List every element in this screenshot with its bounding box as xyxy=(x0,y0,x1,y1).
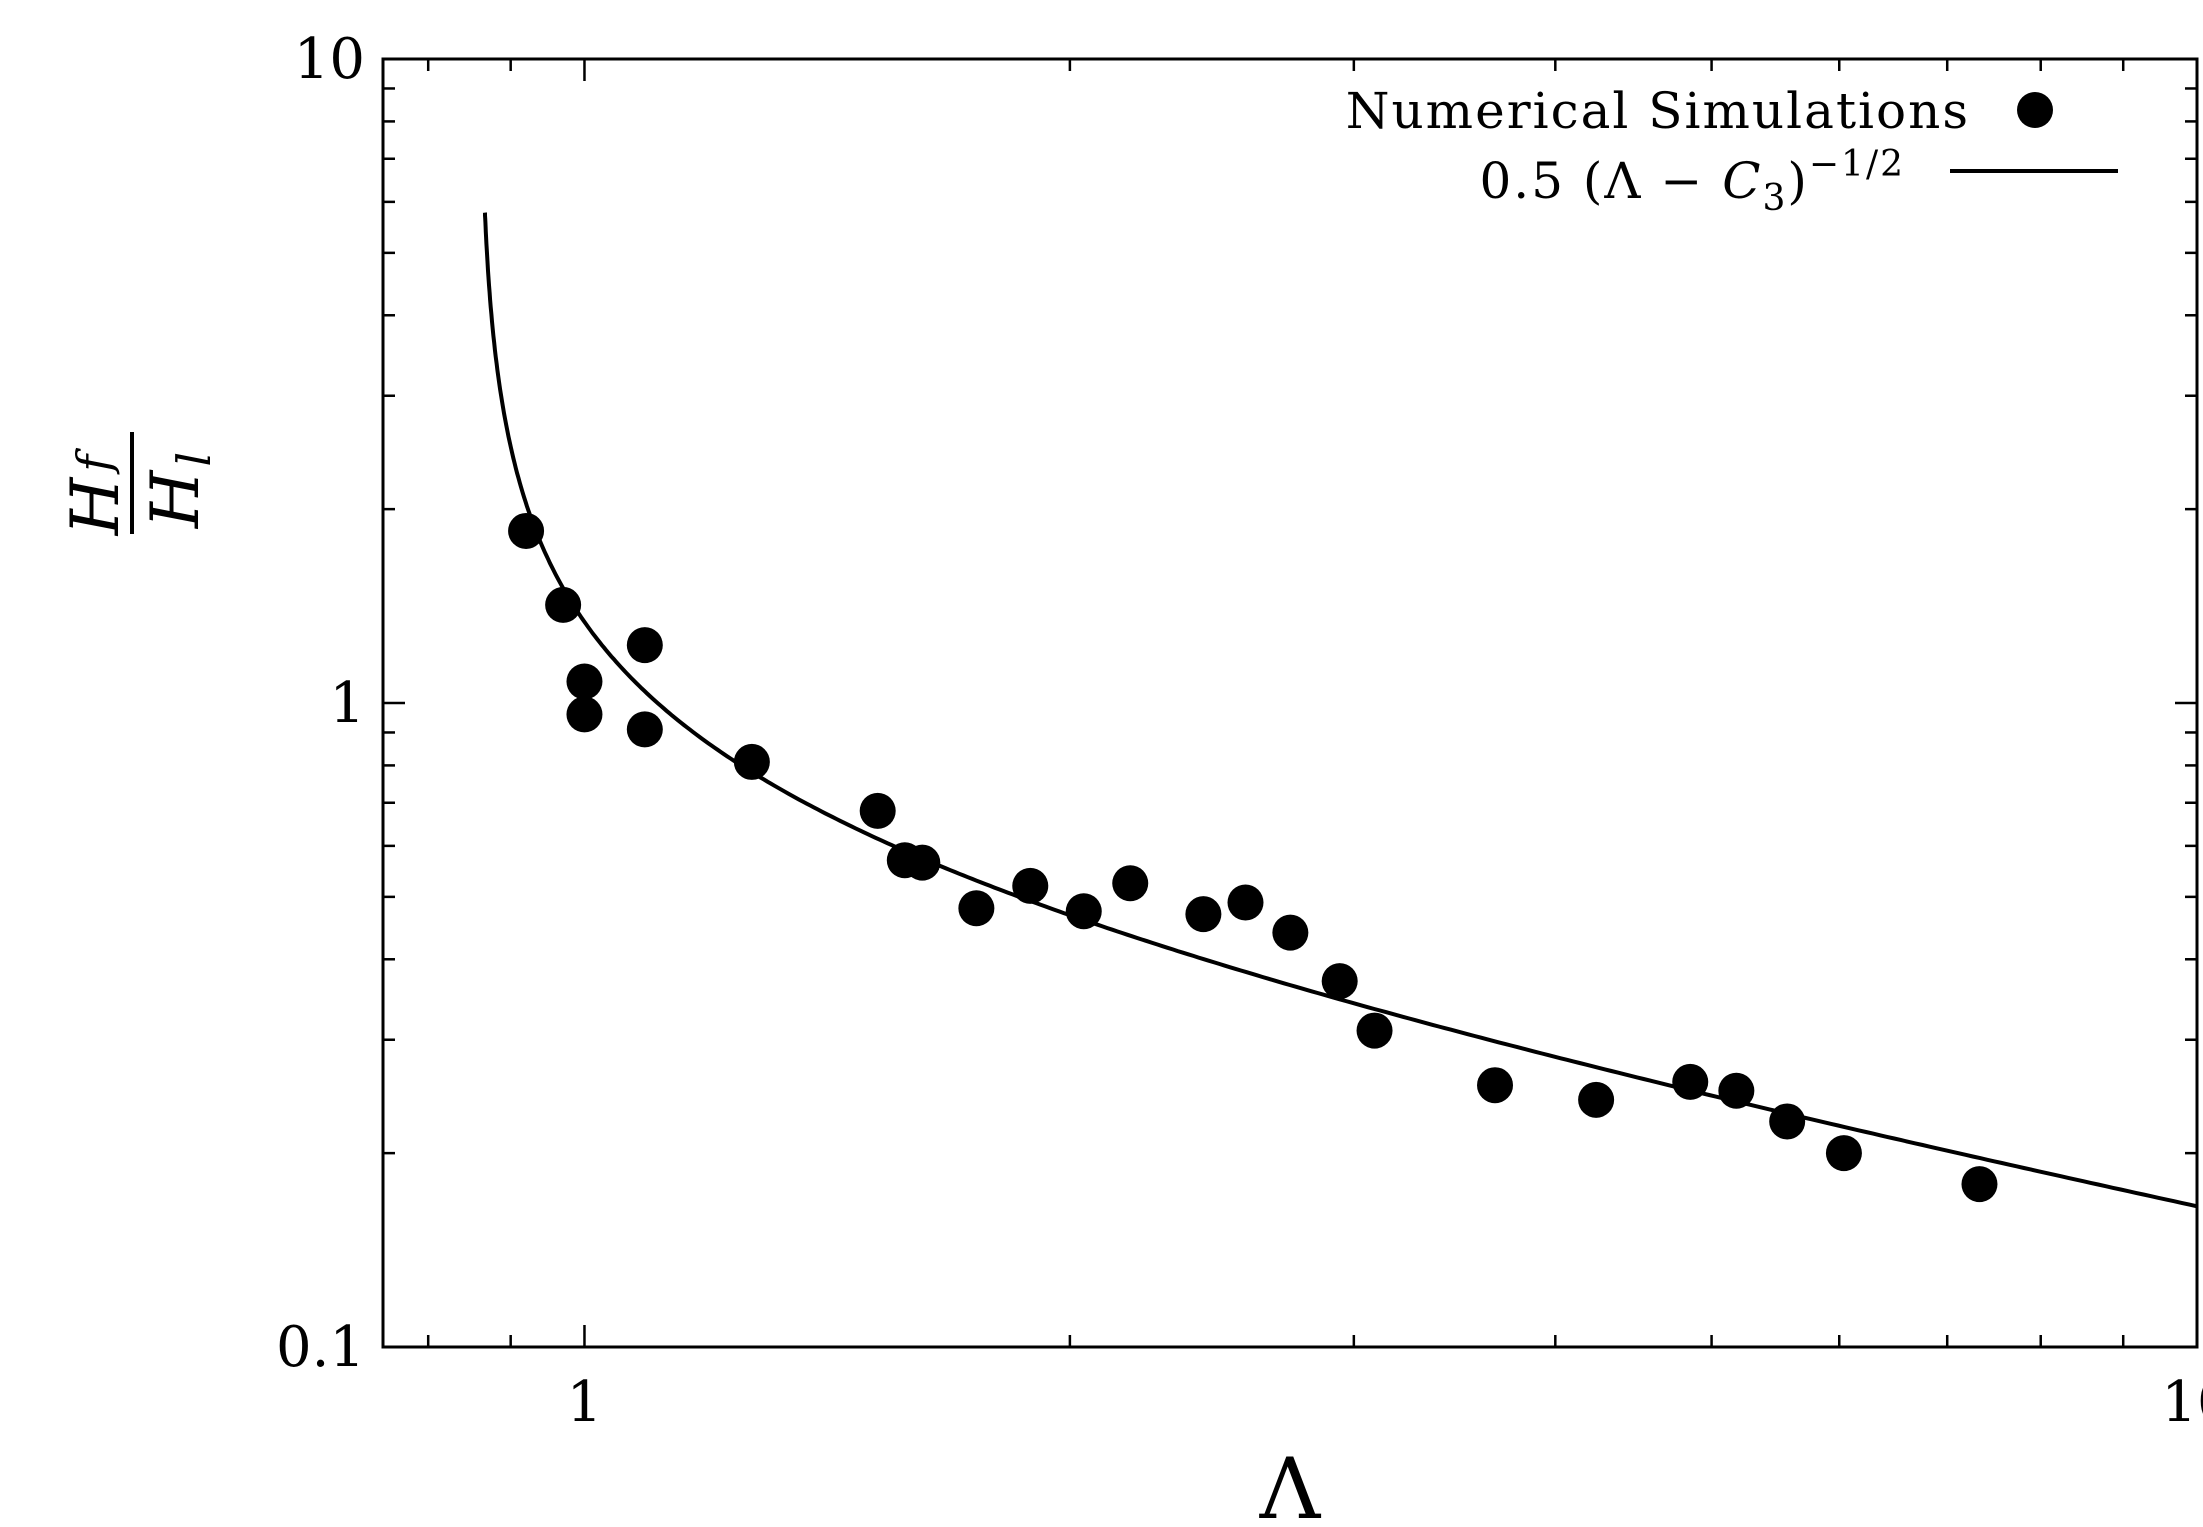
data-point xyxy=(626,627,663,664)
y-label-denominator: Hl xyxy=(137,452,221,529)
data-point xyxy=(508,512,545,549)
data-point xyxy=(1185,896,1222,933)
data-point xyxy=(1718,1072,1755,1109)
y-tick-label: 1 xyxy=(329,671,365,736)
x-tick-label: 10 xyxy=(2161,1370,2203,1435)
data-point xyxy=(1112,865,1149,902)
legend-fit-sup: −1/2 xyxy=(1809,144,1905,185)
data-point xyxy=(1578,1081,1615,1118)
data-point xyxy=(859,792,896,829)
x-axis-label: Λ xyxy=(1259,1440,1322,1527)
data-point xyxy=(1227,884,1264,921)
data-point xyxy=(1961,1166,1998,1203)
ticks: 0.1 1 10 1 10 xyxy=(276,27,2203,1435)
y-tick-label: 0.1 xyxy=(276,1315,365,1380)
data-point xyxy=(1477,1067,1514,1104)
legend-fit-sub: 3 xyxy=(1762,178,1787,219)
data-point xyxy=(626,711,663,748)
fit-curve xyxy=(482,212,2198,1209)
legend-marker-simulations xyxy=(2017,92,2053,128)
data-point xyxy=(1272,914,1309,951)
points-layer xyxy=(508,512,1998,1203)
data-point xyxy=(733,743,770,780)
data-point xyxy=(1356,1012,1393,1049)
data-point xyxy=(1321,963,1358,1000)
data-point xyxy=(1825,1135,1862,1172)
fit-curve-layer xyxy=(482,212,2198,1209)
x-tick-label: 1 xyxy=(567,1370,603,1435)
y-axis-label: Hf Hl xyxy=(57,432,221,536)
y-label-numerator: Hf xyxy=(57,448,134,537)
legend-fit-prefix: 0.5 (Λ − xyxy=(1479,152,1722,210)
legend-label-simulations: Numerical Simulations xyxy=(1346,82,1970,140)
legend: Numerical Simulations 0.5 (Λ − C3)−1/2 xyxy=(1346,82,2118,219)
data-point xyxy=(904,844,941,881)
y-tick-label: 10 xyxy=(294,27,365,92)
data-point xyxy=(1065,893,1102,930)
data-point xyxy=(566,696,603,733)
data-point xyxy=(1012,867,1049,904)
legend-fit-var: C xyxy=(1722,152,1762,210)
legend-fit-suffix: ) xyxy=(1787,152,1809,210)
data-point xyxy=(566,663,603,700)
legend-label-fit: 0.5 (Λ − C3)−1/2 xyxy=(1479,144,1905,219)
data-point xyxy=(1769,1103,1806,1140)
data-point xyxy=(545,586,582,623)
data-point xyxy=(1672,1063,1709,1100)
plot-frame xyxy=(381,57,2199,1349)
data-point xyxy=(958,890,995,927)
